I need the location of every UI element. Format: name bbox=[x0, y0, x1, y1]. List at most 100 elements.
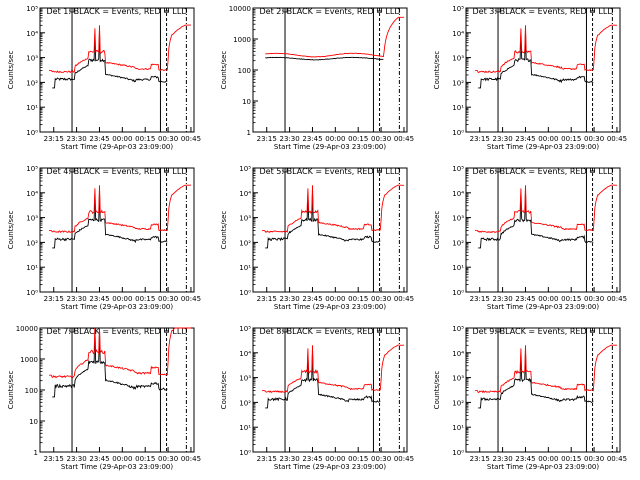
plot-frame bbox=[465, 7, 621, 133]
x-tick-label: 23:45 bbox=[302, 135, 322, 143]
lld-series-line bbox=[262, 344, 404, 394]
y-tick-label: 10³ bbox=[26, 55, 38, 63]
y-tick-label: 10² bbox=[26, 239, 38, 247]
y-tick-label: 10⁵ bbox=[452, 165, 464, 173]
x-tick-label: 23:30 bbox=[280, 295, 300, 303]
x-tick-label: 00:45 bbox=[607, 135, 627, 143]
y-tick-label: 10⁴ bbox=[452, 350, 464, 358]
x-tick-label: 23:30 bbox=[493, 295, 513, 303]
marker-box bbox=[495, 327, 501, 333]
x-tick-label: 23:30 bbox=[280, 455, 300, 463]
plot-frame bbox=[252, 167, 408, 293]
marker-box bbox=[590, 7, 595, 13]
y-tick-label: 10¹ bbox=[452, 424, 464, 432]
x-tick-label: 23:30 bbox=[280, 135, 300, 143]
lld-series-line bbox=[265, 16, 404, 58]
x-tick-label: 23:45 bbox=[89, 135, 109, 143]
x-tick-label: 23:30 bbox=[67, 295, 87, 303]
y-tick-label: 1000 bbox=[20, 356, 38, 364]
x-tick-label: 23:45 bbox=[89, 295, 109, 303]
x-axis-label: Start Time (29-Apr-03 23:09:00) bbox=[487, 143, 599, 151]
y-tick-label: 10⁰ bbox=[452, 129, 464, 137]
plot-frame bbox=[39, 7, 195, 133]
events-series-line bbox=[478, 190, 594, 249]
x-tick-label: 23:15 bbox=[44, 135, 64, 143]
plot-frame bbox=[39, 167, 195, 293]
x-tick-label: 23:30 bbox=[493, 455, 513, 463]
x-tick-label: 23:15 bbox=[257, 135, 277, 143]
lld-series-line bbox=[49, 24, 191, 74]
detector-panel-5: Det 5: BLACK = Events, RED = LLD 10⁰ 10¹ 10… bbox=[220, 165, 414, 311]
y-tick-label: 10¹ bbox=[239, 424, 251, 432]
y-axis-label: Counts/sec bbox=[7, 371, 15, 410]
marker-box bbox=[282, 167, 288, 173]
x-tick-label: 23:45 bbox=[515, 455, 535, 463]
y-tick-label: 10² bbox=[239, 239, 251, 247]
marker-box bbox=[164, 167, 169, 173]
x-tick-label: 23:30 bbox=[493, 135, 513, 143]
y-tick-label: 10⁰ bbox=[239, 289, 251, 297]
x-tick-label: 00:00 bbox=[112, 455, 132, 463]
x-tick-label: 23:15 bbox=[44, 455, 64, 463]
marker-box bbox=[164, 7, 169, 13]
x-tick-label: 00:15 bbox=[135, 135, 155, 143]
x-axis-label: Start Time (29-Apr-03 23:09:00) bbox=[61, 303, 173, 311]
marker-box bbox=[282, 7, 288, 13]
x-tick-label: 00:30 bbox=[371, 295, 391, 303]
x-tick-label: 00:15 bbox=[135, 455, 155, 463]
marker-box bbox=[282, 327, 288, 333]
events-series-line bbox=[52, 30, 168, 89]
x-axis-label: Start Time (29-Apr-03 23:09:00) bbox=[61, 143, 173, 151]
y-tick-label: 10⁵ bbox=[239, 165, 251, 173]
x-tick-label: 00:00 bbox=[112, 135, 132, 143]
x-tick-label: 00:45 bbox=[181, 135, 201, 143]
y-tick-label: 10 bbox=[29, 418, 38, 426]
y-tick-label: 10⁴ bbox=[239, 350, 251, 358]
detector-panel-2: Det 2: BLACK = Events, RED = LLD 1 10 100 10… bbox=[220, 5, 414, 151]
x-tick-label: 00:30 bbox=[584, 295, 604, 303]
y-tick-label: 10⁰ bbox=[452, 449, 464, 457]
x-tick-label: 00:00 bbox=[325, 455, 345, 463]
y-tick-label: 10¹ bbox=[26, 264, 38, 272]
y-tick-label: 10⁰ bbox=[239, 449, 251, 457]
marker-box bbox=[69, 7, 75, 13]
y-tick-label: 10³ bbox=[452, 215, 464, 223]
y-tick-label: 10¹ bbox=[452, 264, 464, 272]
events-series-line bbox=[265, 56, 384, 61]
events-series-line bbox=[52, 190, 168, 249]
y-tick-label: 10⁴ bbox=[239, 190, 251, 198]
y-tick-label: 10⁵ bbox=[26, 5, 38, 13]
x-tick-label: 23:45 bbox=[515, 135, 535, 143]
marker-box bbox=[377, 7, 382, 13]
x-axis-label: Start Time (29-Apr-03 23:09:00) bbox=[61, 463, 173, 471]
y-tick-label: 100 bbox=[25, 387, 38, 395]
y-axis-label: Counts/sec bbox=[7, 51, 15, 90]
panel-title: Det 8: BLACK = Events, RED = LLD bbox=[260, 327, 401, 336]
x-tick-label: 23:45 bbox=[515, 295, 535, 303]
x-tick-label: 23:15 bbox=[470, 455, 490, 463]
marker-box bbox=[377, 167, 382, 173]
x-tick-label: 23:15 bbox=[257, 455, 277, 463]
y-tick-label: 10¹ bbox=[239, 264, 251, 272]
y-tick-label: 10³ bbox=[452, 55, 464, 63]
marker-box bbox=[590, 327, 595, 333]
panel-title: Det 6: BLACK = Events, RED = LLD bbox=[473, 167, 614, 176]
y-axis-label: Counts/sec bbox=[433, 211, 441, 250]
x-tick-label: 00:30 bbox=[584, 455, 604, 463]
lld-series-line bbox=[475, 24, 618, 73]
lld-series-line bbox=[475, 184, 618, 234]
x-tick-label: 00:45 bbox=[607, 455, 627, 463]
detector-panel-4: Det 4: BLACK = Events, RED = LLD 10⁰ 10¹ 10… bbox=[7, 165, 201, 311]
marker-box bbox=[590, 167, 595, 173]
x-tick-label: 23:45 bbox=[89, 455, 109, 463]
y-tick-label: 10 bbox=[242, 98, 251, 106]
x-tick-label: 00:30 bbox=[158, 135, 178, 143]
y-axis-label: Counts/sec bbox=[7, 211, 15, 250]
x-tick-label: 00:45 bbox=[394, 295, 414, 303]
y-tick-label: 10³ bbox=[239, 215, 251, 223]
x-tick-label: 00:45 bbox=[607, 295, 627, 303]
y-tick-label: 10² bbox=[452, 399, 464, 407]
y-tick-label: 10³ bbox=[26, 215, 38, 223]
detector-panel-3: Det 3: BLACK = Events, RED = LLD 10⁰ 10¹ 10… bbox=[433, 5, 627, 151]
